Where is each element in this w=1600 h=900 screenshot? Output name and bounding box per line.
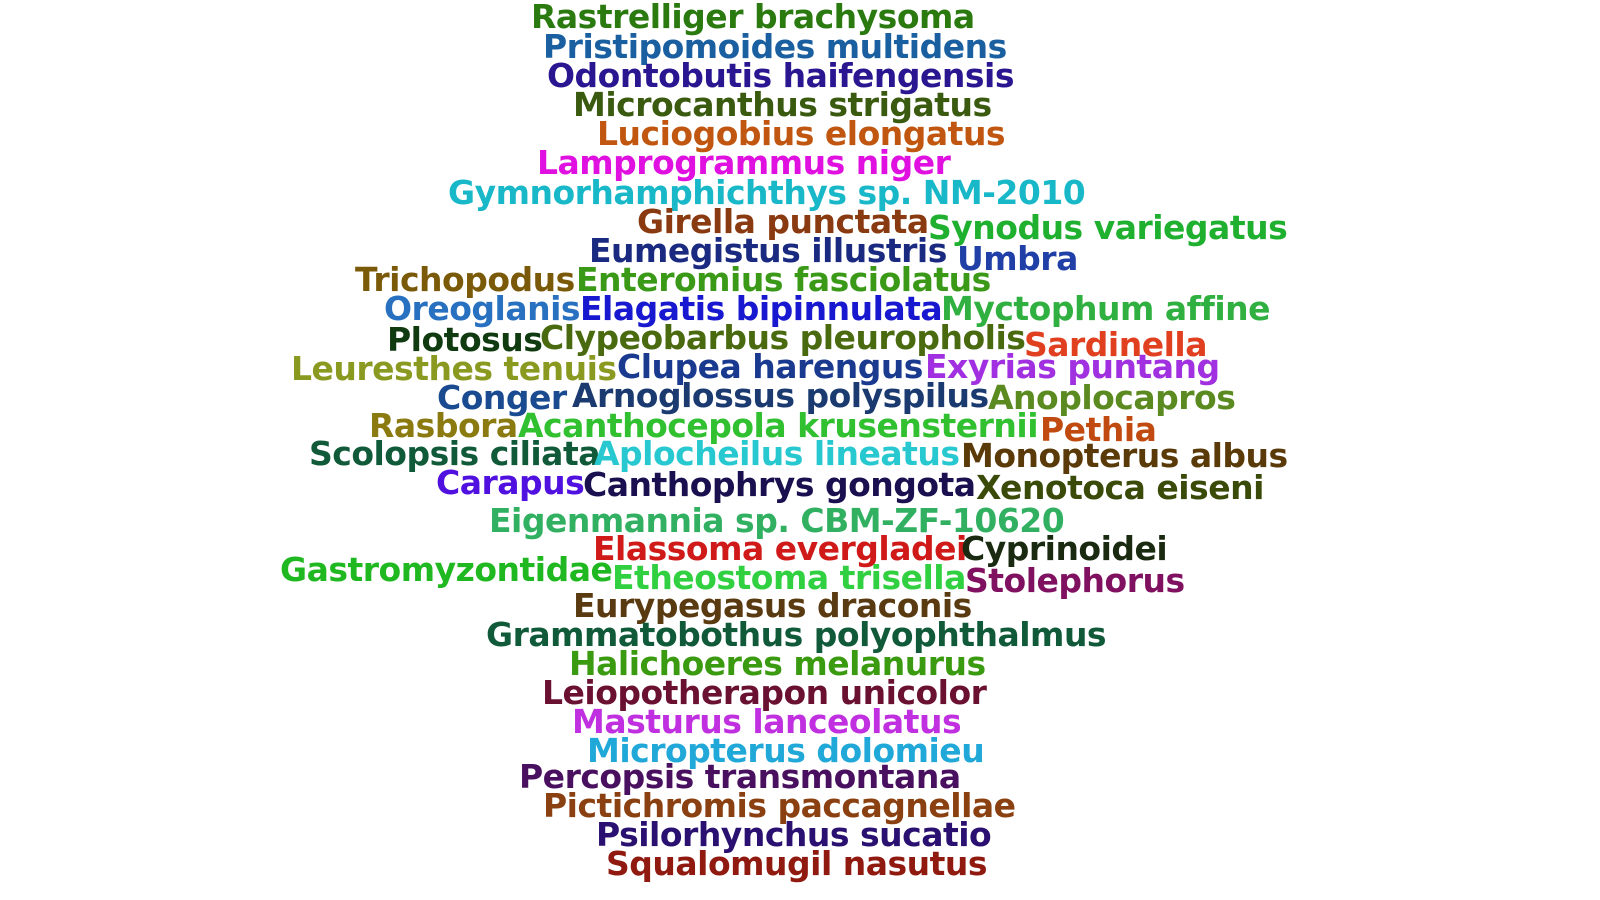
cloud-word: Microcanthus strigatus [573,85,992,124]
cloud-word: Leuresthes tenuis [291,349,617,388]
cloud-word: Micropterus dolomieu [587,731,985,770]
cloud-word: Enteromius fasciolatus [576,260,991,299]
cloud-word: Grammatobothus polyophthalmus [486,615,1107,654]
cloud-word: Monopterus albus [961,436,1288,475]
cloud-word: Elassoma evergladei [593,529,967,568]
cloud-word: Oreoglanis [384,289,581,328]
cloud-word: Squalomugil nasutus [606,844,988,883]
cloud-word: Gastromyzontidae [280,550,613,589]
cloud-word: Aplocheilus lineatus [594,434,960,473]
cloud-word: Xenotoca eiseni [976,468,1264,507]
cloud-word: Etheostoma trisella [612,558,966,597]
cloud-word: Trichopodus [355,260,575,299]
cloud-word: Pictichromis paccagnellae [543,786,1016,825]
cloud-word: Synodus variegatus [928,208,1288,247]
cloud-word: Canthophrys gongota [583,465,976,504]
cloud-word: Pethia [1040,410,1157,449]
cloud-word: Luciogobius elongatus [597,114,1006,153]
cloud-word: Leiopotherapon unicolor [542,673,987,712]
cloud-word: Elagatis bipinnulata [580,289,943,328]
cloud-word: Odontobutis haifengensis [547,56,1015,95]
cloud-word: Scolopsis ciliata [309,434,601,473]
cloud-word: Acanthocepola krusensternii [518,406,1039,445]
cloud-word: Stolephorus [965,561,1185,600]
cloud-word: Masturus lanceolatus [572,702,962,741]
cloud-word: Eurypegasus draconis [573,586,972,625]
cloud-word: Carapus [436,463,585,502]
cloud-word: Rastrelliger brachysoma [531,0,975,36]
cloud-word: Percopsis transmontana [519,757,961,796]
cloud-word: Myctophum affine [941,289,1271,328]
cloud-word: Lamprogrammus niger [537,143,951,182]
cloud-word: Arnoglossus polyspilus [572,376,989,415]
cloud-word: Rasbora [369,406,518,445]
cloud-word: Eigenmannia sp. CBM-ZF-10620 [489,501,1065,540]
cloud-word: Exyrias puntang [925,347,1220,386]
cloud-word: Eumegistus illustris [589,231,947,270]
cloud-word: Halichoeres melanurus [569,644,986,683]
cloud-word: Plotosus [387,320,543,359]
cloud-word: Sardinella [1024,325,1208,364]
cloud-word: Conger [437,378,567,417]
cloud-word: Girella punctata [637,202,929,241]
cloud-word: Clupea harengus [617,347,923,386]
cloud-word: Umbra [957,239,1078,278]
cloud-word: Anoplocapros [988,378,1236,417]
cloud-word: Cyprinoidei [961,529,1168,568]
cloud-word: Clypeobarbus pleuropholis [540,318,1026,357]
cloud-word: Psilorhynchus sucatio [596,815,992,854]
cloud-word: Pristipomoides multidens [543,27,1007,66]
cloud-word: Gymnorhamphichthys sp. NM-2010 [448,173,1086,212]
